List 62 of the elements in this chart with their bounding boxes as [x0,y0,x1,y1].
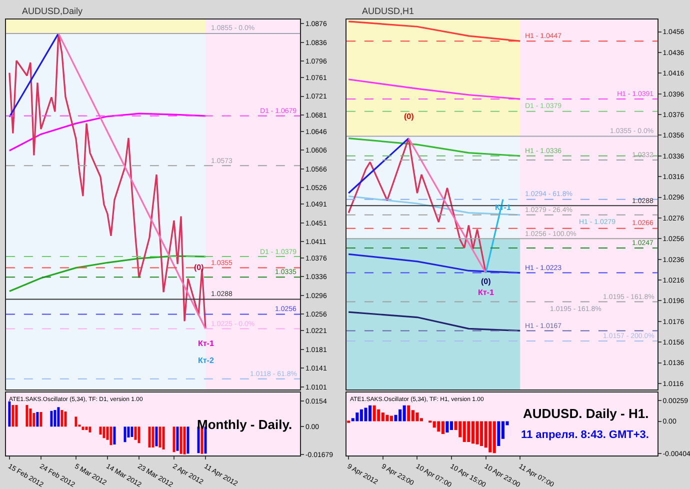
bar [99,426,102,435]
bar [377,409,380,422]
line-series [348,253,521,274]
bar [372,405,376,422]
bar [450,421,453,430]
bar [476,421,479,444]
bar [437,421,440,432]
bar [488,421,492,452]
bar [64,411,67,427]
bar [492,421,496,454]
bar [8,401,11,427]
line-series [348,78,521,100]
bar [446,421,449,432]
chart-title: AUDUSD,Daily [22,6,84,16]
bar [467,421,470,442]
bar [471,421,474,444]
bar [497,421,500,446]
line-series [348,138,521,157]
bar [74,416,78,427]
bar [60,410,64,427]
bar [26,405,28,427]
bar [432,421,436,428]
annotation: Monthly - Daily. [197,417,292,432]
bar [15,405,18,427]
bar [57,407,60,427]
line-series [8,255,206,292]
bar [82,426,84,430]
bar [462,421,466,442]
bar [88,426,92,432]
bar [386,414,389,422]
bar [407,405,410,422]
annotation: (0) [194,263,204,272]
bar [50,410,53,427]
annotation: (0) [404,112,414,121]
line-series [8,32,206,330]
line-series [8,112,206,152]
bar [36,412,39,427]
annotation: (0) [481,277,492,286]
annotation: AUDUSD. Daily - H1. [523,406,649,421]
bar [102,426,106,438]
bar [356,412,359,422]
bar [110,426,112,446]
line-series [348,195,521,216]
bar [54,410,56,427]
annotation: 11 апреля. 8:43. GMT+3. [521,429,649,441]
bar [85,426,88,430]
bar [402,405,406,422]
bar [29,408,32,427]
bar [32,412,36,427]
annotation: Кт-1 [198,339,214,348]
bar [360,409,363,422]
annotation: Кт-2 [198,356,214,365]
bar [381,412,384,422]
bar [390,416,393,422]
bar [364,408,368,422]
chart-title: AUDUSD,H1 [362,6,414,16]
bar [416,412,419,422]
bar [12,405,14,427]
annotation: Кт-1 [478,288,494,297]
bar [40,412,42,427]
line-series [348,311,521,332]
bar [441,421,444,434]
